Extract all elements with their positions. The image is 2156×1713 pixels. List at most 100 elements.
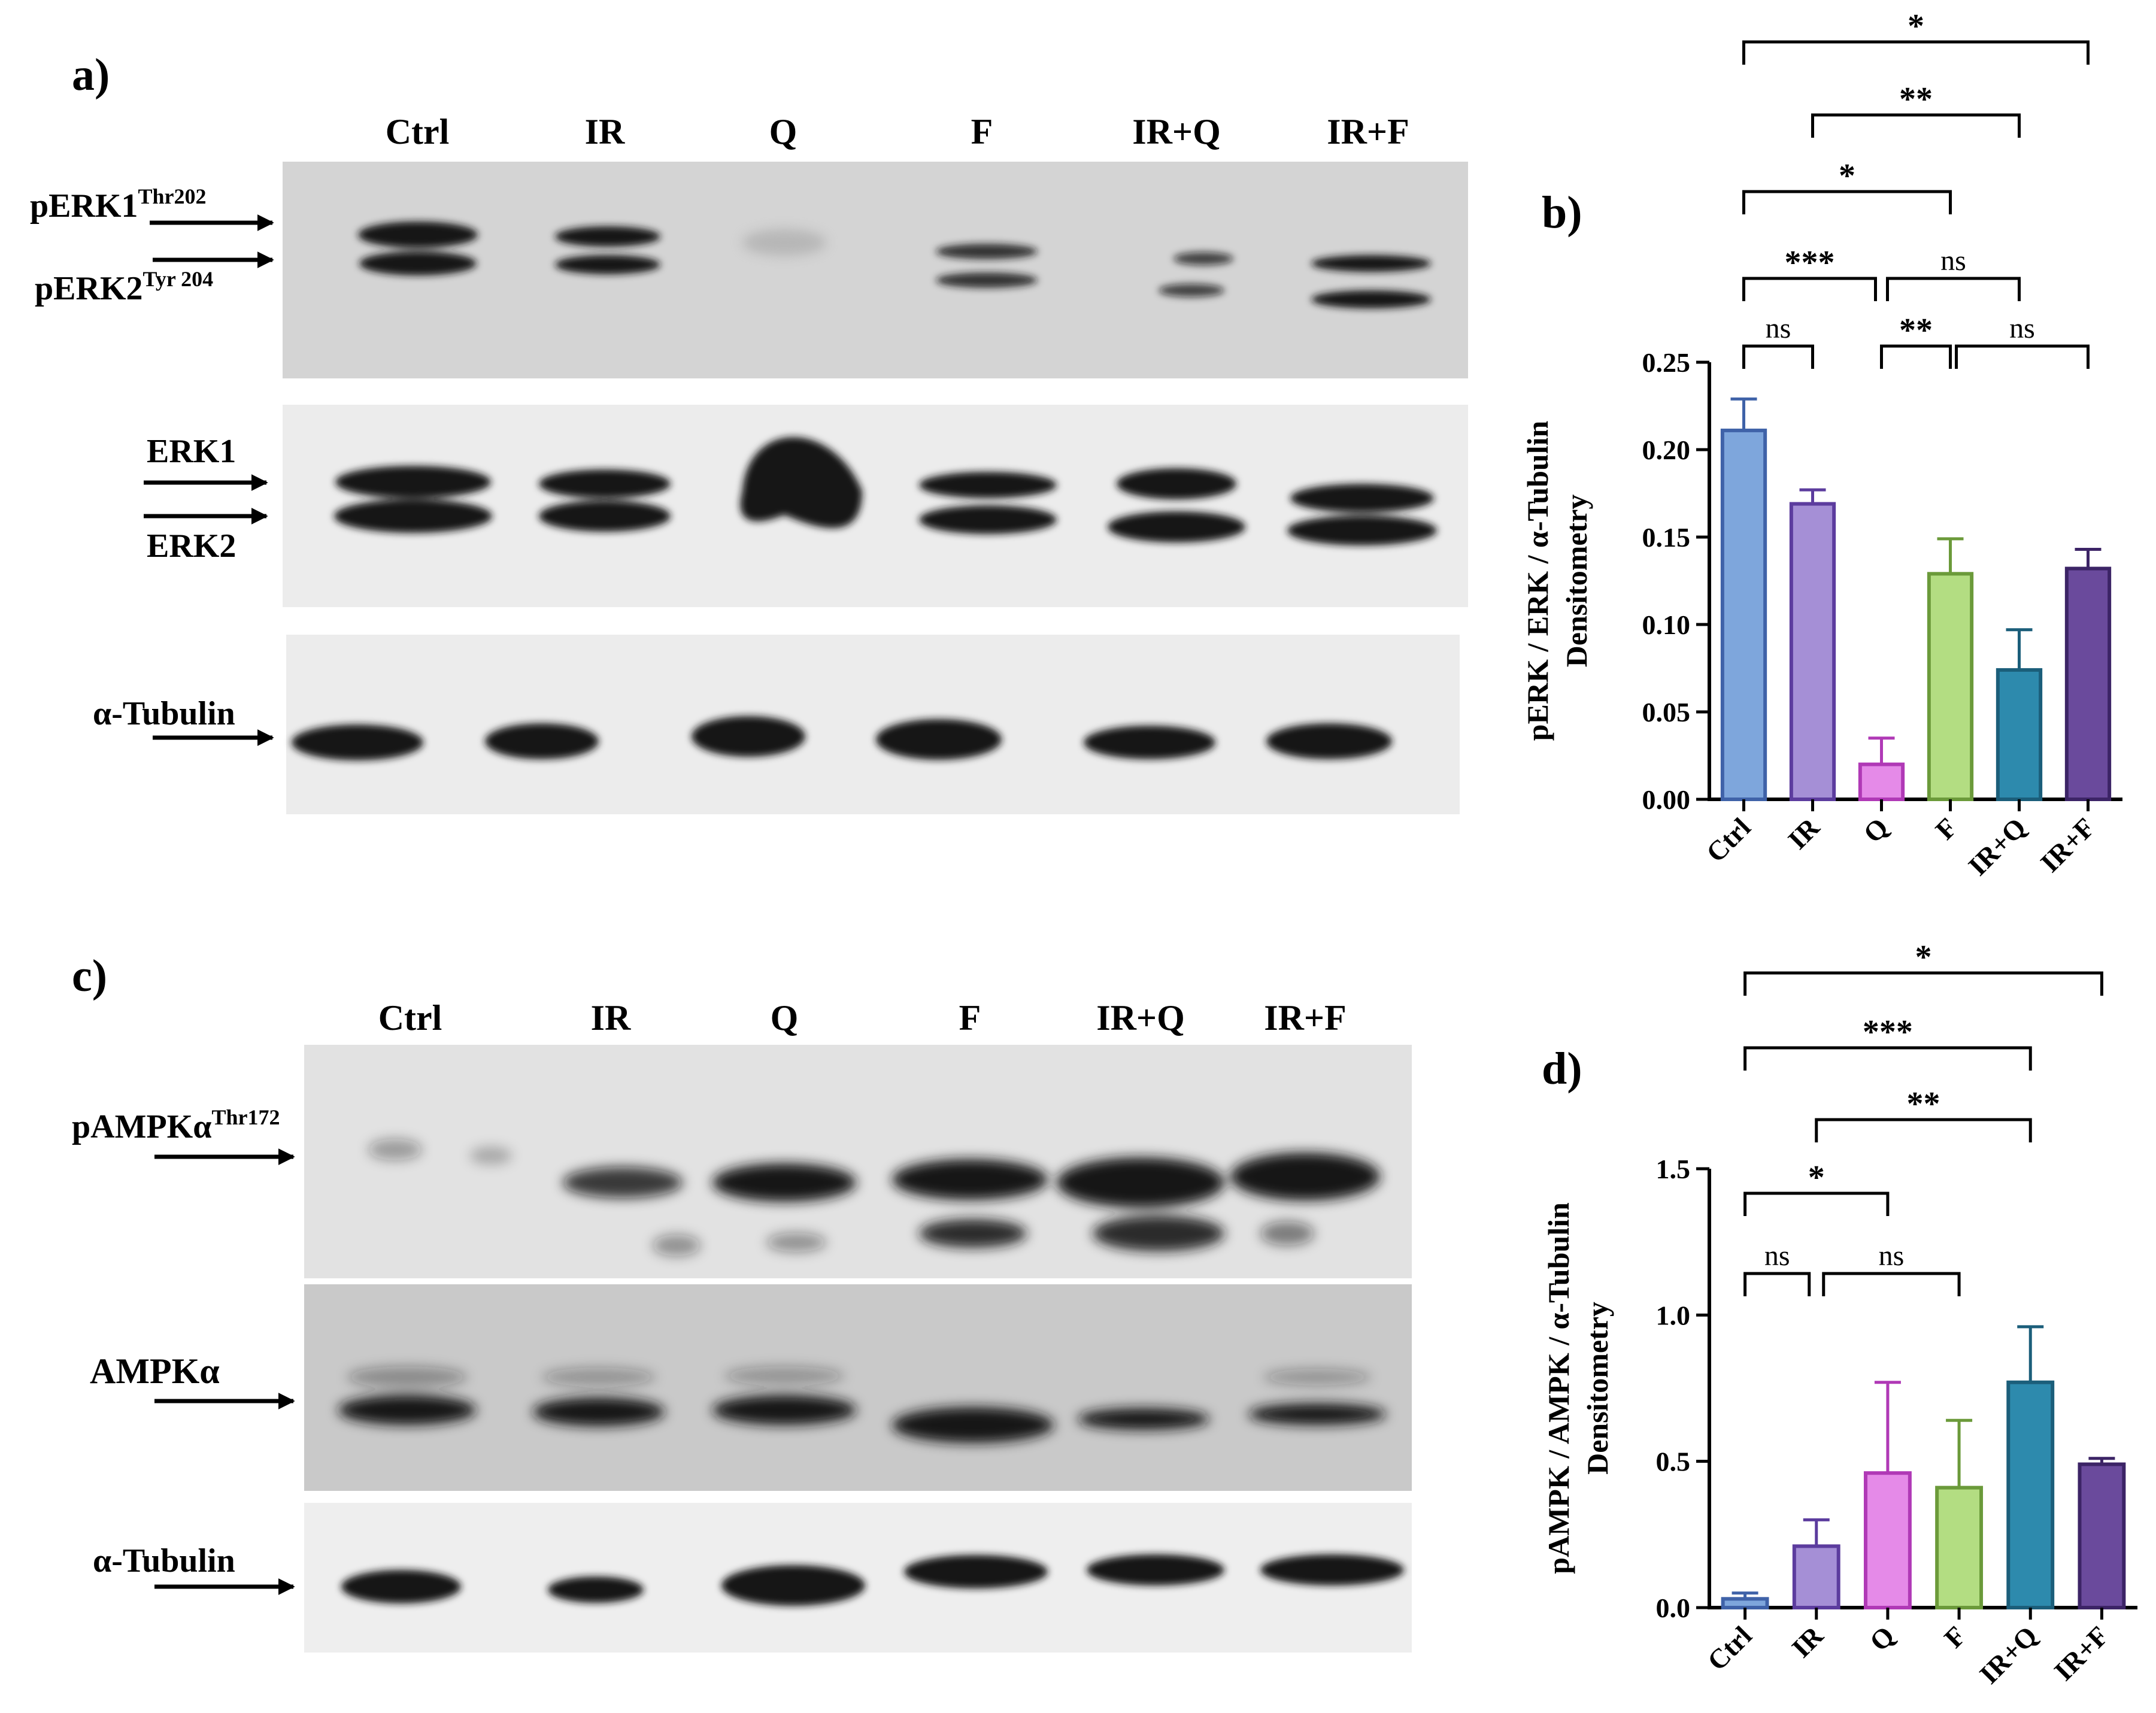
bar-ctrl <box>1721 1597 1769 1610</box>
blot-perk-membrane <box>283 162 1468 378</box>
x-tick-label: IR+F <box>2034 812 2101 878</box>
x-tick-label: F <box>1938 1620 1972 1654</box>
significance-bracket <box>1743 1272 1811 1296</box>
bar-irq <box>2006 1380 2055 1609</box>
bar-f <box>1927 572 1974 801</box>
y-tick-label: 0.0 <box>1656 1593 1691 1623</box>
bar-ctrl <box>1720 428 1767 801</box>
x-tick-label: Q <box>1857 812 1894 848</box>
significance-bracket <box>1743 1191 1890 1216</box>
y-axis-label-line2: Densitometry <box>1581 1302 1614 1475</box>
significance-bracket <box>1815 1118 2032 1142</box>
y-axis-label-line1: pAMPK / AMPK / α-Tubulin <box>1542 1202 1575 1574</box>
lane-label-f-c: F <box>959 998 981 1038</box>
x-tick-label: Q <box>1864 1620 1900 1657</box>
label-tubulin-a: α-Tubulin <box>93 695 235 732</box>
significance-label: * <box>1839 157 1855 195</box>
significance-label: ns <box>1766 313 1791 344</box>
lane-label-ctrl-c: Ctrl <box>378 998 442 1038</box>
lane-label-ir-q: IR+Q <box>1132 112 1221 151</box>
y-tick-label: 0.25 <box>1642 347 1691 378</box>
blot-ampk <box>304 1284 1412 1491</box>
label-erk1: ERK1 <box>147 433 236 470</box>
blot-tubulin-a <box>286 635 1460 814</box>
panel-label-d: d) <box>1542 1044 1582 1094</box>
lane-label-ir-q-c: IR+Q <box>1096 998 1185 1038</box>
blot-perk <box>283 162 1468 378</box>
bar-q <box>1863 1471 1912 1610</box>
blot-pampk-membrane <box>304 1045 1412 1278</box>
bar-ir <box>1792 1544 1840 1609</box>
x-tick-label: IR+Q <box>1963 812 2032 881</box>
significance-label: * <box>1808 1159 1825 1196</box>
significance-bracket <box>1742 40 2090 65</box>
significance-label: *** <box>1863 1014 1913 1051</box>
lane-label-ir-f: IR+F <box>1327 112 1409 151</box>
y-tick-label: 0.5 <box>1656 1447 1691 1477</box>
bar-f <box>1935 1485 1984 1610</box>
lane-label-q-c: Q <box>771 998 799 1038</box>
label-pampk: pAMPKαThr172 <box>72 1105 280 1145</box>
label-erk2: ERK2 <box>147 527 236 565</box>
significance-bracket <box>1955 344 2090 369</box>
blot-ampk-bands <box>338 1366 1386 1443</box>
bar-irf <box>2064 566 2112 801</box>
significance-bracket <box>1743 971 2103 996</box>
y-tick-label: 0.05 <box>1642 697 1691 727</box>
blot-pampk <box>304 1045 1412 1278</box>
blot-erk <box>283 405 1468 607</box>
blot-tubulin-a-membrane <box>286 635 1460 814</box>
y-tick-label: 1.0 <box>1656 1300 1691 1330</box>
significance-label: * <box>1908 8 1924 45</box>
blot-erk-membrane <box>283 405 1468 607</box>
lane-label-f: F <box>971 112 993 151</box>
blot-a-lane-labels: Ctrl IR Q F IR+Q IR+F <box>386 112 1409 151</box>
y-axis-label-line2: Densitometry <box>1560 495 1593 668</box>
y-tick-label: 0.20 <box>1642 435 1691 465</box>
panel-label-b: b) <box>1542 187 1582 238</box>
blot-erk-bands <box>334 437 1437 545</box>
label-perk2: pERK2Tyr 204 <box>35 267 213 307</box>
bar-ir <box>1789 502 1836 802</box>
significance-label: ns <box>2009 313 2035 344</box>
blot-ampk-membrane <box>304 1284 1412 1491</box>
x-tick-label: Ctrl <box>1702 1620 1758 1676</box>
y-tick-label: 1.5 <box>1656 1154 1691 1184</box>
x-tick-label: Ctrl <box>1700 812 1757 868</box>
significance-label: ns <box>1879 1240 1905 1272</box>
significance-bracket <box>1811 113 2021 138</box>
lane-label-ctrl: Ctrl <box>386 112 450 151</box>
panel-label-a: a) <box>72 50 110 100</box>
y-tick-label: 0.15 <box>1642 522 1691 553</box>
lane-label-ir: IR <box>585 112 625 151</box>
y-tick-label: 0.10 <box>1642 610 1691 640</box>
bar-irf <box>2078 1462 2126 1609</box>
x-tick-label: IR <box>1786 1620 1830 1663</box>
blot-tubulin-c <box>304 1503 1412 1653</box>
bar-irq <box>1996 668 2043 802</box>
significance-label: ns <box>1940 245 1966 277</box>
lane-label-q: Q <box>769 112 797 151</box>
significance-bracket <box>1880 344 1952 369</box>
x-tick-label: IR+F <box>2048 1620 2115 1687</box>
x-tick-label: IR+Q <box>1973 1620 2043 1690</box>
blot-pampk-bands <box>368 1139 1380 1256</box>
label-perk1: pERK1Thr202 <box>30 184 207 225</box>
significance-bracket <box>1886 277 2021 301</box>
significance-label: ** <box>1907 1086 1940 1123</box>
y-tick-label: 0.00 <box>1642 784 1691 815</box>
significance-label: ns <box>1764 1240 1790 1272</box>
bar-q <box>1858 762 1905 801</box>
x-tick-label: IR <box>1782 811 1826 855</box>
y-axis-label-line1: pERK / ERK / α-Tubulin <box>1521 421 1554 741</box>
significance-label: ** <box>1899 312 1933 349</box>
significance-bracket <box>1742 344 1814 369</box>
blot-perk-bands <box>358 222 1431 308</box>
blot-tubulin-c-bands <box>341 1554 1404 1606</box>
chart-b-perk-densitometry: 0.00 0.05 0.10 0.15 0.20 0.25 pERK / ERK / α-T… <box>1521 8 2122 881</box>
significance-bracket <box>1742 277 1877 301</box>
lane-label-ir-c: IR <box>591 998 631 1038</box>
panel-label-c: c) <box>72 951 107 1001</box>
